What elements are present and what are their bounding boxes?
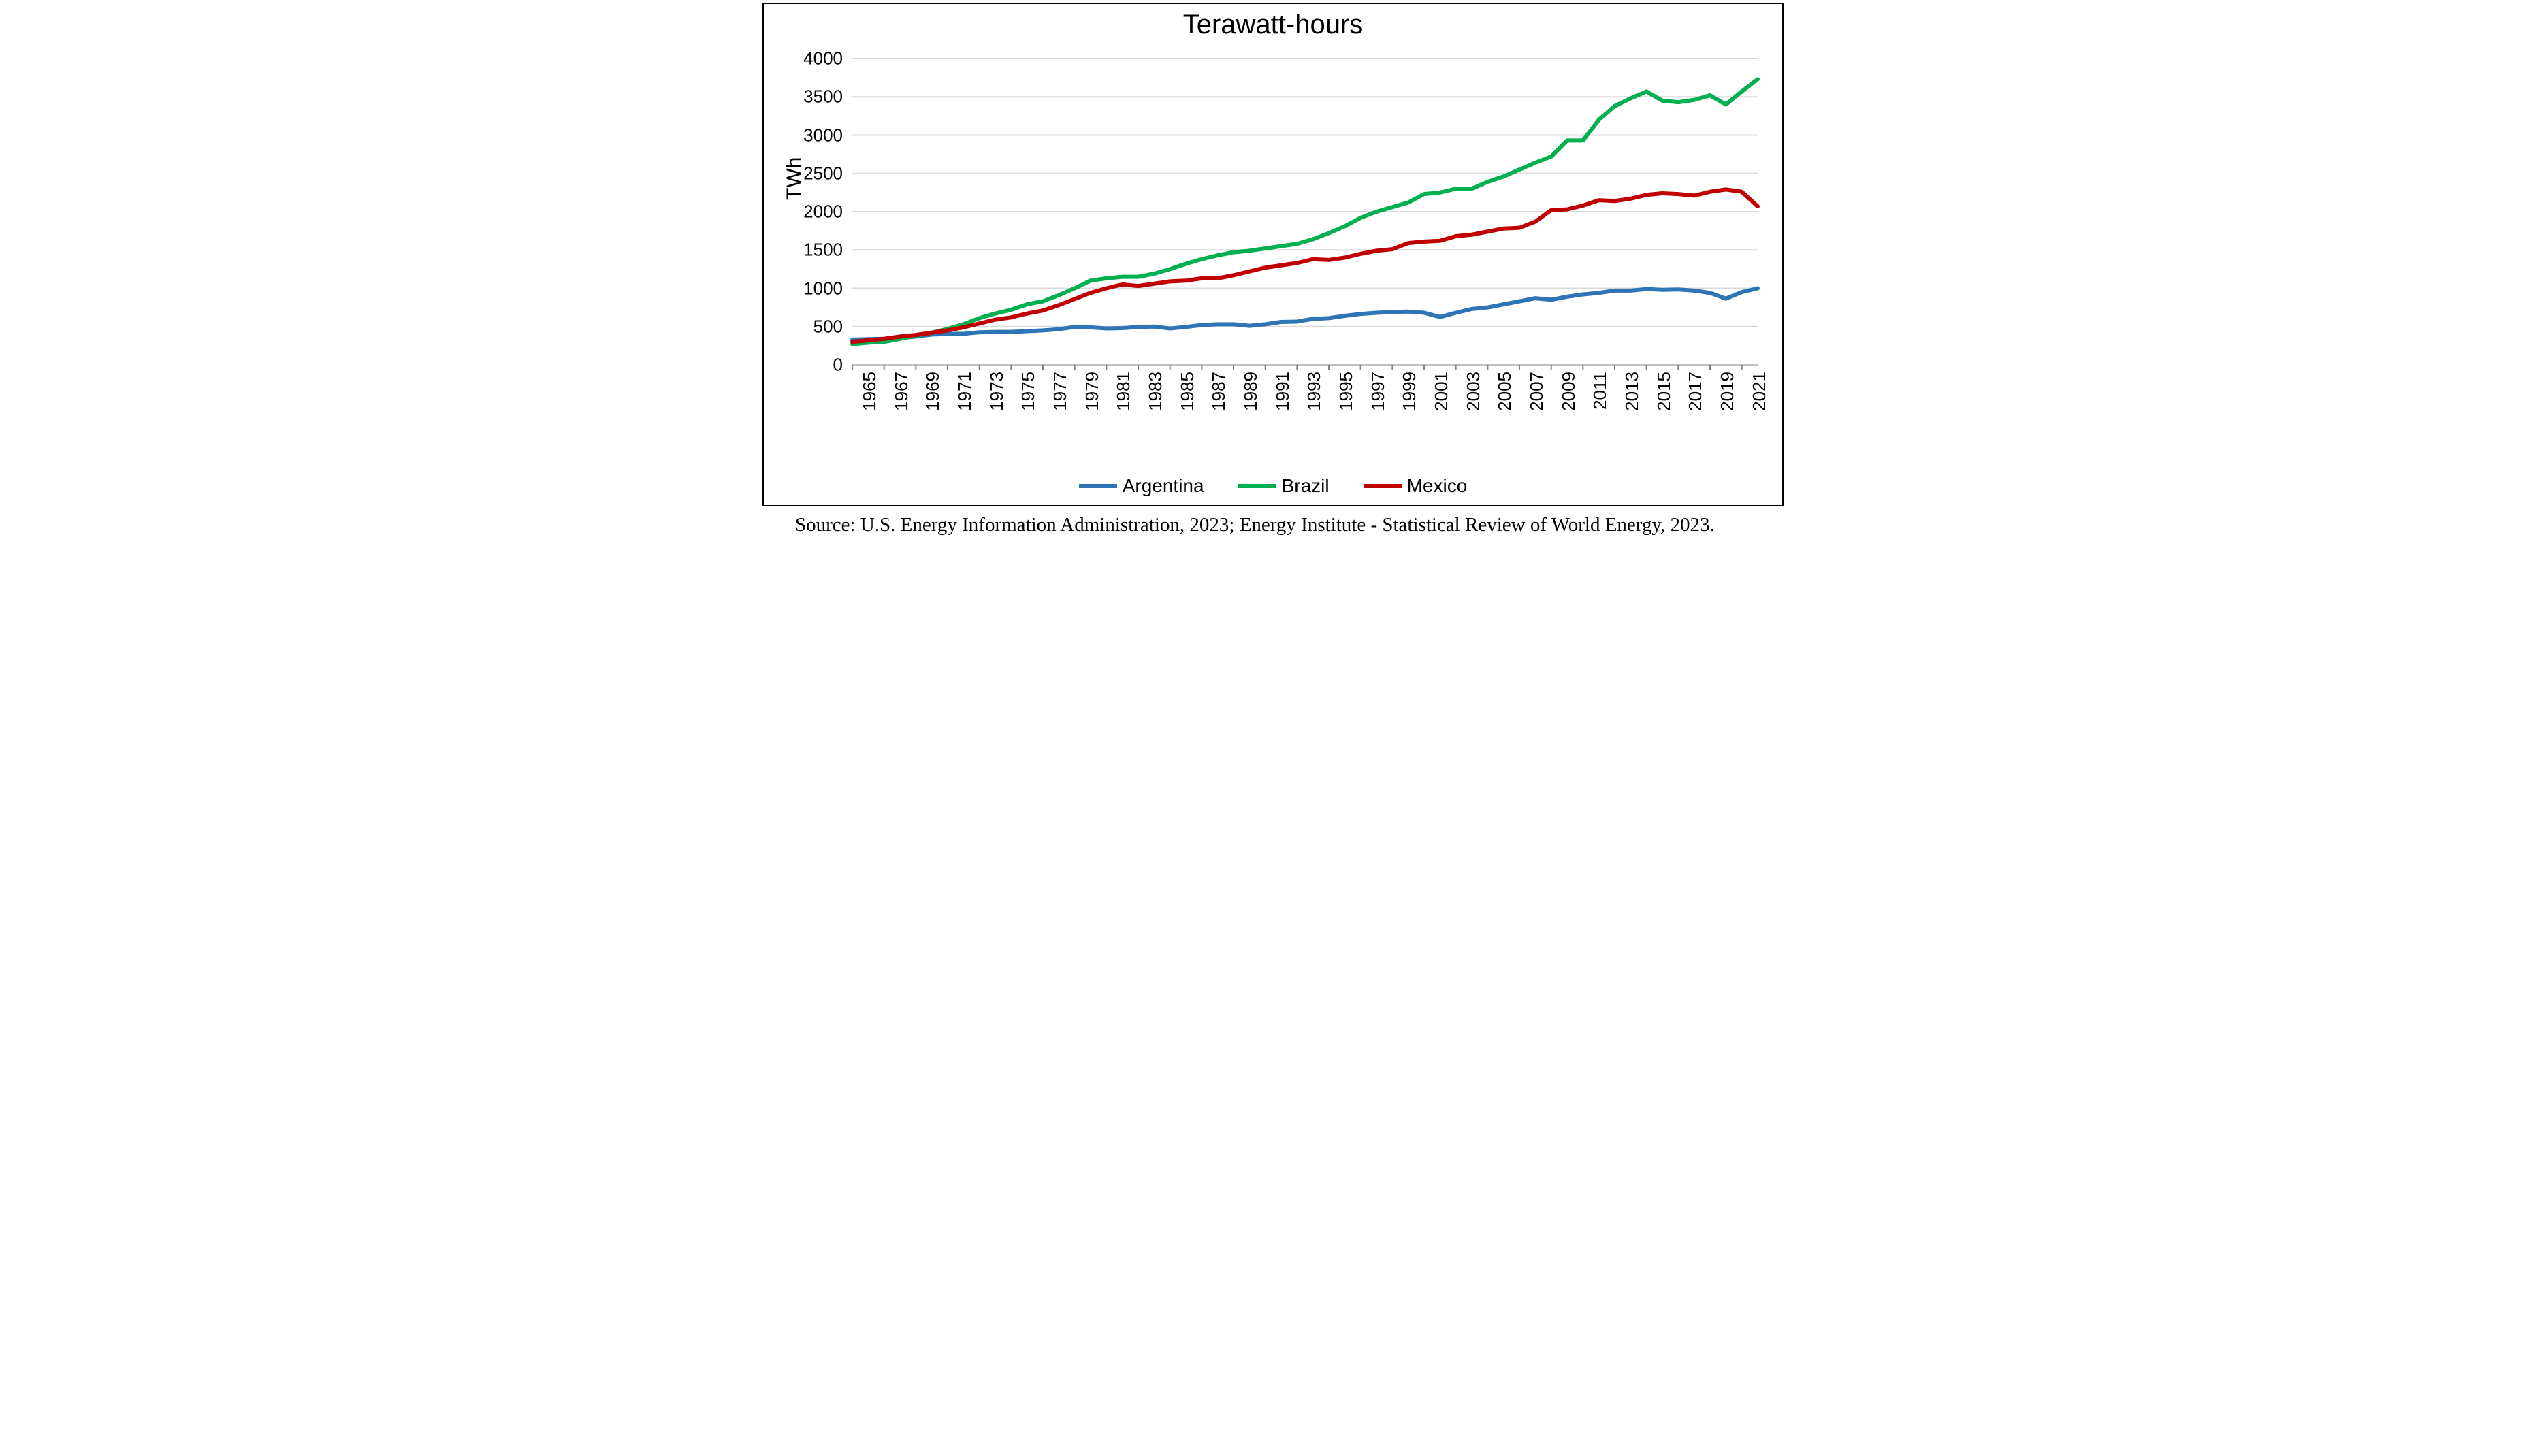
x-tick-label: 1973 — [986, 372, 1008, 411]
x-tick-label: 1985 — [1177, 372, 1198, 411]
x-tick-label: 2015 — [1654, 372, 1675, 411]
x-tick-label: 1967 — [891, 372, 912, 411]
plot-area — [852, 59, 1758, 365]
x-tick-label: 2007 — [1526, 372, 1547, 411]
source-text: Source: U.S. Energy Information Administ… — [795, 514, 1715, 536]
x-tick-label: 1971 — [954, 372, 976, 411]
legend-label-argentina: Argentina — [1123, 475, 1204, 497]
x-tick-label: 1995 — [1336, 372, 1357, 411]
y-tick-label: 3000 — [788, 125, 843, 146]
y-tick-label: 4000 — [788, 48, 843, 69]
plot-svg — [852, 59, 1758, 365]
source-citation: Source: U.S. Energy Information Administ… — [762, 512, 1784, 538]
figure-container: Terawatt-hours TWh 050010001500200025003… — [756, 0, 1790, 538]
x-tick-label: 2001 — [1431, 372, 1452, 411]
legend-item-argentina: Argentina — [1079, 475, 1204, 497]
y-tick-label: 2500 — [788, 163, 843, 184]
x-tick-label: 2011 — [1590, 372, 1611, 410]
legend-item-brazil: Brazil — [1238, 475, 1330, 497]
legend: Argentina Brazil Mexico — [764, 475, 1782, 497]
x-tick-label: 2021 — [1749, 372, 1770, 411]
x-tick-label: 1997 — [1368, 372, 1389, 411]
x-tick-label: 1979 — [1082, 372, 1103, 411]
x-tick-label: 2003 — [1463, 372, 1484, 411]
y-tick-label: 500 — [788, 316, 843, 337]
y-tick-label: 2000 — [788, 201, 843, 223]
legend-swatch-brazil — [1238, 484, 1276, 488]
x-tick-label: 1983 — [1145, 372, 1166, 411]
x-tick-label: 1975 — [1018, 372, 1039, 411]
chart-box: Terawatt-hours TWh 050010001500200025003… — [762, 3, 1784, 506]
x-tick-label: 1993 — [1304, 372, 1325, 411]
x-tick-label: 2005 — [1494, 372, 1515, 411]
x-tick-label: 1991 — [1272, 372, 1293, 411]
x-tick-label: 2009 — [1558, 372, 1579, 411]
x-tick-label: 1989 — [1240, 372, 1261, 411]
x-tick-label: 1981 — [1113, 372, 1134, 411]
x-tick-label: 2019 — [1717, 372, 1738, 411]
x-tick-label: 1969 — [922, 372, 944, 411]
y-tick-label: 3500 — [788, 86, 843, 108]
y-tick-label: 1000 — [788, 278, 843, 299]
legend-label-mexico: Mexico — [1407, 475, 1468, 497]
x-tick-label: 1987 — [1208, 372, 1229, 411]
x-tick-label: 1999 — [1399, 372, 1420, 411]
legend-label-brazil: Brazil — [1282, 475, 1330, 497]
x-tick-label: 2013 — [1622, 372, 1643, 411]
legend-swatch-argentina — [1079, 484, 1117, 488]
x-tick-label: 1965 — [859, 372, 880, 411]
legend-item-mexico: Mexico — [1364, 475, 1468, 497]
y-tick-label: 1500 — [788, 240, 843, 261]
legend-swatch-mexico — [1364, 484, 1402, 488]
x-tick-label: 2017 — [1685, 372, 1706, 411]
chart-title: Terawatt-hours — [764, 4, 1782, 40]
y-tick-label: 0 — [788, 355, 843, 376]
x-tick-label: 1977 — [1050, 372, 1071, 411]
